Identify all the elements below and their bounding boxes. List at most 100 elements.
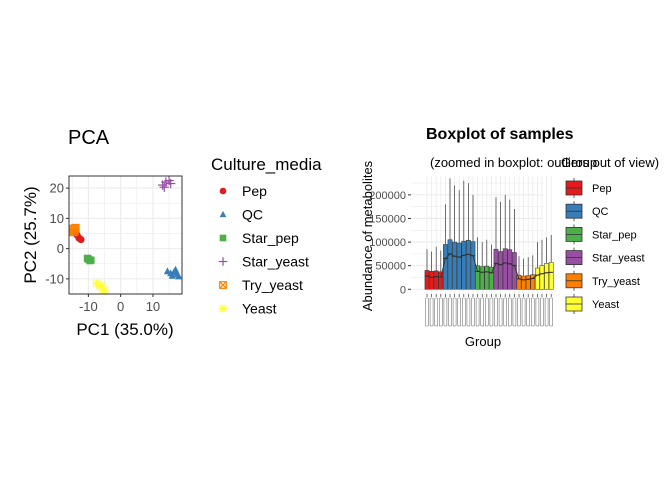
pca-x-tick-label: 10 (146, 299, 160, 314)
box-star-pep (475, 265, 480, 290)
pca-legend-key-try-yeast-d2 (219, 281, 227, 289)
box-star-yeast (507, 249, 513, 290)
pca-x-axis-label: PC1 (35.0%) (76, 320, 173, 339)
pca-point-try-yeast-d2 (71, 224, 80, 233)
boxplot-y-tick-label: 100000 (369, 237, 406, 249)
boxplot-x-tick-label-obscured (480, 297, 485, 327)
box-pep (429, 271, 434, 290)
box-star-pep (484, 265, 490, 290)
pca-point-qc (175, 272, 183, 280)
boxplot-legend-key-star-pep (565, 224, 583, 245)
pca-x-tick-label: 0 (117, 299, 124, 314)
boxplot-legend-label: Pep (592, 183, 612, 195)
boxplot-x-tick-label-obscured (461, 297, 466, 327)
box-qc (456, 242, 462, 290)
boxplot-x-tick-label-obscured (494, 297, 498, 327)
boxplot-boxes (424, 178, 554, 290)
boxplot-x-tick-label-obscured (517, 297, 521, 327)
boxplot-x-tick-label-obscured (498, 297, 503, 327)
boxplot-y-axis-label: Abundance of metabolites (360, 160, 375, 311)
boxplot-legend-title: Group (561, 155, 597, 170)
box-pep (424, 270, 430, 290)
boxplot-y-tick-label: 200000 (369, 190, 406, 202)
boxplot-x-tick-label-obscured (443, 297, 448, 327)
box-star-yeast (493, 248, 499, 290)
boxplot-legend-label: Yeast (592, 299, 619, 311)
box-yeast (548, 262, 554, 290)
box-try-yeast (530, 274, 536, 290)
boxplot-x-tick-label-obscured (448, 297, 452, 327)
boxplot-legend-key-star-yeast (565, 247, 583, 268)
boxplot-legend-label: Try_yeast (592, 276, 640, 288)
boxplot-legend-key-qc (565, 201, 583, 222)
box-star-pep (489, 266, 494, 290)
boxplot-x-tick-labels (425, 294, 554, 327)
box-star-pep (479, 266, 485, 290)
pca-legend-key-qc (219, 210, 227, 218)
boxplot-y-tick-label: 150000 (369, 213, 406, 225)
box-yeast (539, 265, 545, 290)
boxplot-median-trend-line (426, 253, 552, 281)
box-yeast (544, 263, 549, 290)
box-try-yeast (516, 274, 522, 290)
boxplot-x-tick-label-obscured (425, 297, 429, 327)
boxplot-x-tick-label-obscured (512, 297, 517, 327)
pca-legend-label: QC (242, 207, 263, 223)
pca-legend: Pep QC Star_pep Star_yeast Try_yeast Yeast (218, 183, 309, 317)
box-yeast (535, 267, 540, 290)
pca-x-tick-label: -10 (79, 299, 98, 314)
boxplot-x-tick-label-obscured (438, 297, 443, 327)
pca-title: PCA (68, 127, 110, 149)
pca-y-tick-label: 10 (50, 211, 64, 226)
boxplot-chart: Boxplot of samples (zoomed in boxplot: o… (360, 126, 659, 349)
pca-point-qc (168, 271, 176, 279)
boxplot-x-tick-label-obscured (429, 297, 434, 327)
boxplot-legend-key-pep (565, 178, 583, 198)
box-star-yeast (498, 251, 503, 290)
pca-legend-key-try-yeast-box (219, 281, 227, 289)
boxplot-legend-label: Star_pep (592, 229, 637, 241)
pca-x-tick-labels: -10 0 10 (79, 294, 160, 314)
box-pep (438, 271, 444, 290)
pca-gridlines (69, 176, 182, 295)
boxplot-x-tick-label-obscured (434, 297, 439, 327)
pca-y-tick-label: 0 (57, 241, 64, 256)
boxplot-x-tick-label-obscured (507, 297, 512, 327)
box-qc (452, 241, 457, 290)
pca-point-try-yeast (71, 223, 80, 233)
boxplot-title: Boxplot of samples (426, 126, 574, 143)
pca-point-star-yeast (159, 182, 169, 192)
box-qc (466, 239, 471, 290)
boxplot-legend-key-yeast (565, 294, 583, 314)
boxplot-x-tick-label-obscured (544, 297, 549, 327)
pca-plot-panel (68, 175, 183, 295)
pca-point-pep (77, 235, 85, 244)
boxplot-x-tick-label-obscured (521, 297, 526, 327)
box-star-yeast (502, 248, 508, 290)
pca-legend-label: Try_yeast (242, 277, 303, 293)
pca-legend-label: Star_yeast (242, 254, 309, 270)
pca-legend-title: Culture_media (211, 155, 322, 174)
boxplot-x-tick-label-obscured (457, 297, 462, 327)
box-qc (470, 241, 476, 290)
boxplot-x-tick-label-obscured (484, 297, 489, 327)
boxplot-legend: Pep QC Star_pep Star_yeast Try_yeast Yeast (565, 178, 645, 314)
box-qc (443, 244, 448, 290)
pca-legend-key-star-yeast (218, 257, 228, 266)
pca-y-tick-label: 20 (50, 181, 64, 196)
boxplot-x-tick-label-obscured (503, 297, 508, 327)
boxplot-x-tick-label-obscured (540, 297, 544, 327)
boxplot-x-tick-label-obscured (475, 297, 480, 327)
box-try-yeast (525, 275, 531, 290)
boxplot-y-tick-label: 0 (400, 284, 406, 296)
pca-point-qc (171, 265, 180, 273)
boxplot-y-tick-label: 50000 (375, 261, 406, 273)
boxplot-x-axis-label: Group (465, 334, 501, 349)
boxplot-y-tick-labels: 0 50000 100000 150000 200000 (369, 190, 411, 296)
boxplot-x-tick-label-obscured (452, 297, 457, 327)
boxplot-x-tick-label-obscured (466, 297, 471, 327)
pca-legend-label: Yeast (242, 301, 277, 317)
pca-legend-key-star-pep (219, 234, 227, 242)
